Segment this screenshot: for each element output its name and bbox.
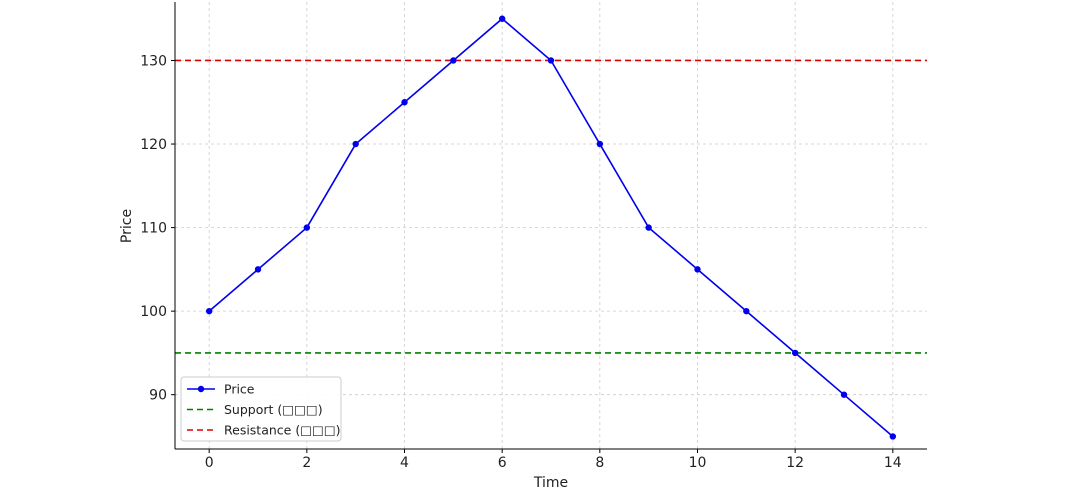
price-point xyxy=(498,15,506,22)
price-point xyxy=(743,307,750,315)
price-point xyxy=(645,224,652,231)
price-point xyxy=(840,391,848,398)
price-point xyxy=(547,57,555,64)
legend-marker xyxy=(197,385,205,393)
price-point xyxy=(791,349,799,357)
y-tick-label: 130 xyxy=(140,53,167,69)
reference-lines xyxy=(175,59,927,354)
x-tick-label: 8 xyxy=(595,455,604,471)
grid xyxy=(175,2,927,449)
series-layer xyxy=(205,15,897,440)
price-point xyxy=(694,266,701,273)
price-point xyxy=(450,57,457,64)
legend-entry-label: Resistance (□□□) xyxy=(224,423,341,438)
legend-box xyxy=(180,376,342,442)
price-point xyxy=(303,224,311,231)
axes xyxy=(171,2,927,453)
price-point xyxy=(254,266,262,273)
y-tick-label: 100 xyxy=(140,304,167,320)
price-point xyxy=(401,99,408,106)
x-tick-label: 0 xyxy=(205,455,214,471)
x-tick-label: 10 xyxy=(689,455,707,471)
legend-entry-label: Price xyxy=(224,382,255,397)
x-axis-label: Time xyxy=(533,475,568,491)
price-point xyxy=(352,140,359,148)
price-point xyxy=(205,307,213,315)
price-point xyxy=(889,433,897,440)
legend-entry-label: Support (□□□) xyxy=(224,402,323,417)
y-tick-label: 110 xyxy=(140,221,167,237)
tick-labels: 0 2 4 6 8 10 12 14 90 100 110 120 130 xyxy=(140,53,902,471)
y-tick-label: 90 xyxy=(149,388,167,404)
x-tick-label: 12 xyxy=(786,455,804,471)
x-tick-label: 2 xyxy=(302,455,311,471)
legend: Price Support (□□□) Resistance (□□□) xyxy=(180,376,342,442)
y-tick-label: 120 xyxy=(140,137,167,153)
x-tick-label: 6 xyxy=(498,455,507,471)
x-tick-label: 14 xyxy=(884,455,902,471)
price-series-line xyxy=(208,17,894,438)
price-point xyxy=(596,140,604,148)
y-axis-label: Price xyxy=(119,209,135,243)
x-tick-label: 4 xyxy=(400,455,409,471)
